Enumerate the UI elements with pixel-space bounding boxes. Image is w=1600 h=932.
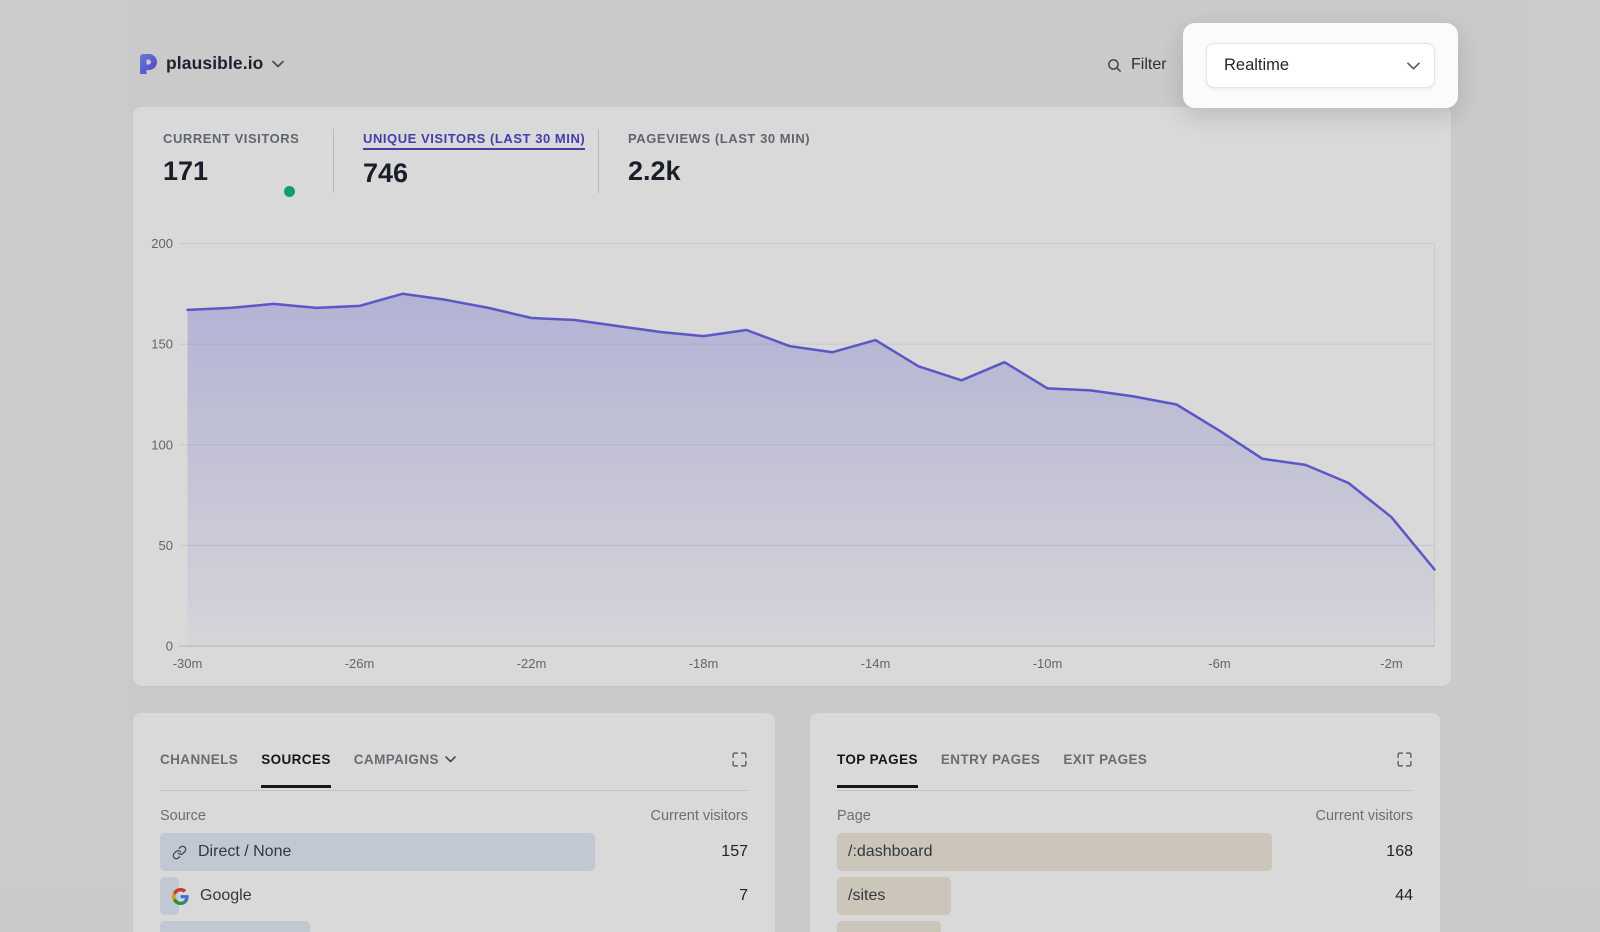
svg-text:-6m: -6m [1208, 656, 1230, 671]
spotlight-highlight: Realtime [1183, 23, 1458, 108]
link-icon [172, 845, 187, 860]
sources-panel: CHANNELS SOURCES CAMPAIGNS Source Curren… [133, 713, 775, 932]
tab-campaigns[interactable]: CAMPAIGNS [354, 753, 456, 788]
source-row-value: 7 [739, 887, 748, 904]
svg-text:-2m: -2m [1380, 656, 1402, 671]
page-row-value: 44 [1395, 887, 1413, 904]
chart-axis-labels: 0 50 100 150 200 -30m -26m -22m -18m -14m -10m -6m -… [151, 236, 1402, 671]
plausible-logo-icon [140, 53, 157, 74]
svg-text:-26m: -26m [345, 656, 375, 671]
svg-text:-14m: -14m [861, 656, 891, 671]
sources-tabs: CHANNELS SOURCES CAMPAIGNS [160, 753, 456, 788]
page-row[interactable]: /sites 44 [837, 877, 1413, 915]
stat-current-visitors: CURRENT VISITORS 171 [163, 129, 333, 197]
period-select-value: Realtime [1224, 56, 1290, 74]
pages-tabs: TOP PAGES ENTRY PAGES EXIT PAGES [837, 753, 1147, 788]
site-name: plausible.io [166, 53, 264, 73]
expand-icon[interactable] [1396, 751, 1413, 768]
page-row-bar [837, 877, 951, 915]
tab-exit-pages[interactable]: EXIT PAGES [1063, 752, 1148, 767]
page-row[interactable]: /:dashboard 168 [837, 833, 1413, 871]
source-row-bar [160, 877, 179, 915]
stat-pageviews-label[interactable]: PAGEVIEWS (LAST 30 MIN) [628, 131, 811, 146]
source-row[interactable]: Google 7 [160, 877, 748, 915]
chevron-down-icon [272, 60, 285, 68]
filter-label: Filter [1131, 56, 1167, 73]
page-row-value: 168 [1386, 843, 1413, 860]
page-row-label: /sites [848, 887, 886, 904]
svg-text:50: 50 [159, 538, 173, 553]
pages-column-headers: Page Current visitors [837, 808, 1413, 824]
stat-pageviews-value: 2.2k [628, 156, 681, 186]
filter-button[interactable]: Filter [1106, 56, 1167, 74]
svg-text:200: 200 [151, 236, 173, 251]
divider [160, 790, 748, 791]
svg-text:0: 0 [166, 639, 173, 654]
source-row-partial[interactable] [160, 921, 748, 932]
tab-entry-pages[interactable]: ENTRY PAGES [940, 752, 1041, 767]
tab-top-pages[interactable]: TOP PAGES [837, 753, 918, 788]
google-icon [172, 887, 189, 905]
page-row-partial[interactable] [837, 921, 1413, 932]
live-indicator-dot [284, 186, 295, 197]
period-select[interactable]: Realtime [1206, 43, 1435, 88]
stat-unique-visitors-label[interactable]: UNIQUE VISITORS (LAST 30 MIN) [363, 131, 586, 150]
svg-text:-22m: -22m [517, 656, 547, 671]
sources-column-headers: Source Current visitors [160, 808, 748, 824]
chevron-down-icon [1407, 61, 1420, 70]
source-partial-row-bar [160, 921, 310, 932]
stat-unique-visitors: UNIQUE VISITORS (LAST 30 MIN) 746 [333, 129, 598, 193]
page-row-bar [837, 833, 1272, 871]
source-row-label: Direct / None [198, 843, 292, 860]
svg-text:-18m: -18m [689, 656, 719, 671]
top-stats: CURRENT VISITORS 171 UNIQUE VISITORS (LA… [133, 107, 1451, 197]
divider [837, 790, 1413, 791]
svg-text:150: 150 [151, 337, 173, 352]
svg-text:100: 100 [151, 437, 173, 452]
svg-text:-10m: -10m [1033, 656, 1063, 671]
search-icon [1106, 57, 1123, 74]
visitors-card: CURRENT VISITORS 171 UNIQUE VISITORS (LA… [133, 107, 1451, 686]
stat-pageviews: PAGEVIEWS (LAST 30 MIN) 2.2k [598, 129, 810, 193]
visitors-chart: 0 50 100 150 200 -30m -26m -22m -18m -14m -10m -6m -… [151, 236, 1436, 671]
tab-sources[interactable]: SOURCES [261, 753, 331, 788]
source-row[interactable]: Direct / None 157 [160, 833, 748, 871]
stat-current-visitors-label[interactable]: CURRENT VISITORS [163, 131, 300, 146]
source-row-label: Google [200, 887, 252, 904]
pages-panel: TOP PAGES ENTRY PAGES EXIT PAGES Page Cu… [810, 713, 1440, 932]
stat-current-visitors-value: 171 [163, 156, 209, 186]
page-row-label: /:dashboard [848, 843, 933, 860]
source-row-bar [160, 833, 595, 871]
stat-unique-visitors-value: 746 [363, 158, 409, 188]
chevron-down-icon [445, 756, 456, 763]
tab-channels[interactable]: CHANNELS [160, 752, 239, 767]
expand-icon[interactable] [731, 751, 748, 768]
source-row-value: 157 [721, 843, 748, 860]
chart-series [186, 292, 1436, 646]
site-switcher[interactable]: plausible.io [140, 53, 285, 74]
page-partial-row-bar [837, 921, 941, 932]
svg-text:-30m: -30m [173, 656, 203, 671]
